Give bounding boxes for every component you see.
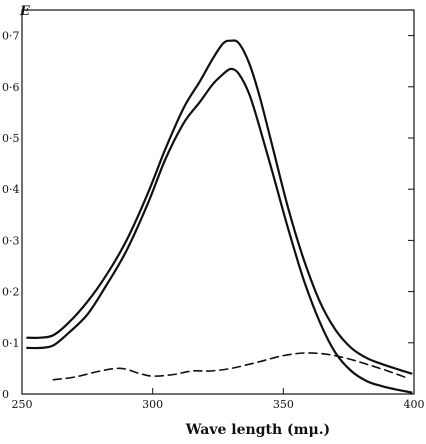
y-tick-label: 0·7: [2, 30, 20, 43]
x-tick-label: 250: [12, 398, 33, 411]
x-tick-label: 300: [142, 398, 163, 411]
y-tick-label: 0·2: [2, 286, 20, 299]
y-tick-label: 0·5: [2, 132, 20, 145]
y-tick-label: 0·6: [2, 81, 20, 94]
axis-ticks: 250 300 350 400 0 0·1 0·2 0·3 0·4 0·5 0·6 0·7: [2, 30, 425, 411]
plot-frame: [21, 9, 415, 395]
plot-border: [21, 9, 415, 395]
series-line-2: [26, 67, 413, 394]
y-tick-label: 0: [2, 388, 9, 401]
y-tick-label: 0·3: [2, 234, 20, 247]
x-axis-label: Wave length (mμ.): [185, 422, 330, 438]
y-tick-label: 0·1: [2, 337, 20, 350]
y-tick-label: 0·4: [2, 183, 20, 196]
series-layer: [26, 39, 413, 394]
x-tick-label: 400: [404, 398, 425, 411]
x-tick-label: 350: [273, 398, 294, 411]
series-line-3: [52, 352, 410, 381]
y-axis-label: E: [19, 4, 31, 19]
series-line-1: [26, 39, 413, 375]
